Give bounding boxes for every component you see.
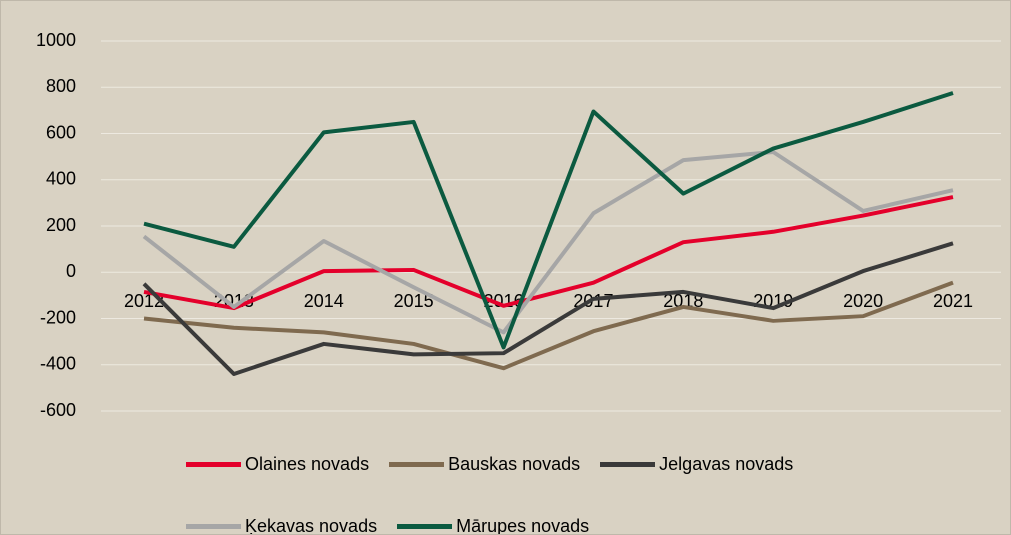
y-tick-label: 800 [46,76,76,96]
legend-label: Olaines novads [245,453,370,474]
y-tick-label: -200 [40,307,76,327]
y-tick-label: 200 [46,215,76,235]
legend-swatch [397,523,453,529]
y-tick-label: -400 [40,354,76,374]
legend-swatch [186,461,241,467]
legend-swatch [600,461,656,467]
legend-item: Jelgavas novads [600,451,793,477]
series-line [142,150,954,335]
x-tick-label: 2018 [663,291,703,311]
series-line [143,91,954,350]
x-tick-label: 2015 [394,291,434,311]
series-line [143,280,954,371]
y-tick-label: 0 [66,261,76,281]
y-tick-label: -600 [40,400,76,420]
y-tick-label: 400 [46,169,76,189]
legend-swatch [389,461,445,467]
y-tick-label: 600 [46,122,76,142]
x-tick-label: 2021 [933,291,973,311]
legend-label: Mārupes novads [456,515,590,535]
legend-item: Ķekavas novads [186,513,378,535]
legend-item: Bauskas novads [389,451,580,477]
series-line [142,241,954,376]
legend-item: Mārupes novads [397,513,590,535]
x-tick-label: 2016 [484,291,524,311]
legend-label: Jelgavas novads [659,453,794,474]
legend-label: Bauskas novads [448,453,581,474]
legend-swatch [186,523,241,529]
legend-label: Ķekavas novads [245,515,378,535]
legend: Olaines novads Bauskas novads Jelgavas nov… [186,451,876,535]
legend-item: Olaines novads [186,451,369,477]
series-line [143,195,954,311]
x-tick-label: 2014 [304,291,344,311]
x-tick-label: 2020 [843,291,883,311]
y-tick-label: 1000 [36,30,76,50]
